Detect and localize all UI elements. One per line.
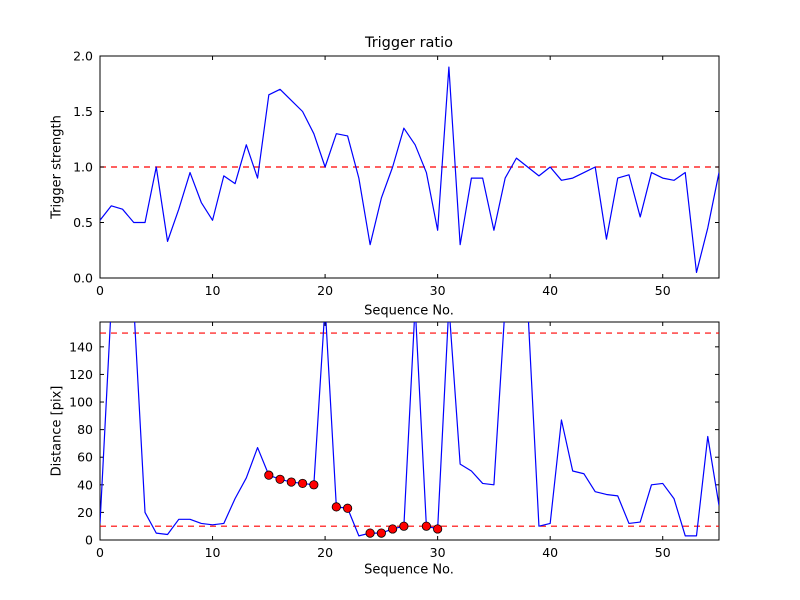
trigger-marker [388, 524, 398, 534]
x-tick-label: 10 [205, 545, 221, 560]
trigger-marker [286, 477, 296, 487]
y-tick-label: 80 [77, 422, 93, 437]
y-tick-label: 0.5 [73, 215, 93, 230]
x-tick-label: 0 [96, 545, 104, 560]
top-chart-ylabel: Trigger strength [49, 115, 65, 219]
y-tick-label: 60 [77, 450, 93, 465]
x-tick-label: 10 [205, 283, 221, 298]
y-tick-label: 120 [69, 367, 93, 382]
trigger-marker [433, 524, 443, 534]
y-tick-label: 1.5 [73, 104, 93, 119]
bottom-chart-ylabel: Distance [pix] [49, 385, 65, 477]
trigger-marker [309, 480, 319, 490]
trigger-marker [331, 502, 341, 512]
top-chart: 0 10 20 30 40 50 0.0 0.5 1.0 1.5 2.0 [73, 49, 720, 298]
x-tick-label: 30 [430, 283, 446, 298]
x-tick-label: 50 [655, 545, 671, 560]
y-tick-label: 2.0 [73, 49, 93, 64]
trigger-marker [376, 528, 386, 538]
axes-frame [99, 321, 720, 541]
trigger-marker [421, 521, 431, 531]
data-line [100, 322, 719, 537]
trigger-marker [297, 478, 308, 489]
x-tick-label: 50 [655, 283, 671, 298]
data-line [100, 66, 719, 274]
bottom-chart: 0 10 20 30 40 50 0 20 40 60 80 100 120 140 [69, 321, 720, 560]
bottom-chart-xlabel: Sequence No. [364, 562, 454, 578]
y-tick-label: 40 [77, 477, 93, 492]
x-tick-label: 40 [542, 545, 558, 560]
y-tick-label: 100 [69, 395, 93, 410]
y-tick-label: 140 [69, 339, 93, 354]
y-tick-label: 0.0 [73, 271, 93, 286]
y-tick-label: 20 [77, 505, 93, 520]
data-layer [100, 66, 719, 274]
data-layer [100, 322, 719, 538]
reference-lines [100, 332, 719, 527]
top-chart-title: Trigger ratio [364, 35, 454, 51]
x-tick-label: 0 [96, 283, 104, 298]
x-tick-label: 20 [317, 545, 333, 560]
trigger-marker [275, 474, 285, 484]
y-tick-label: 0 [85, 533, 93, 548]
top-chart-xlabel: Sequence No. [364, 303, 454, 319]
trigger-marker [342, 503, 353, 513]
trigger-marker [365, 528, 375, 538]
x-tick-label: 30 [430, 545, 446, 560]
x-tick-label: 40 [542, 283, 558, 298]
trigger-marker [399, 521, 409, 531]
x-tick-label: 20 [317, 283, 333, 298]
y-tick-label: 1.0 [73, 160, 93, 175]
trigger-marker [264, 470, 274, 480]
